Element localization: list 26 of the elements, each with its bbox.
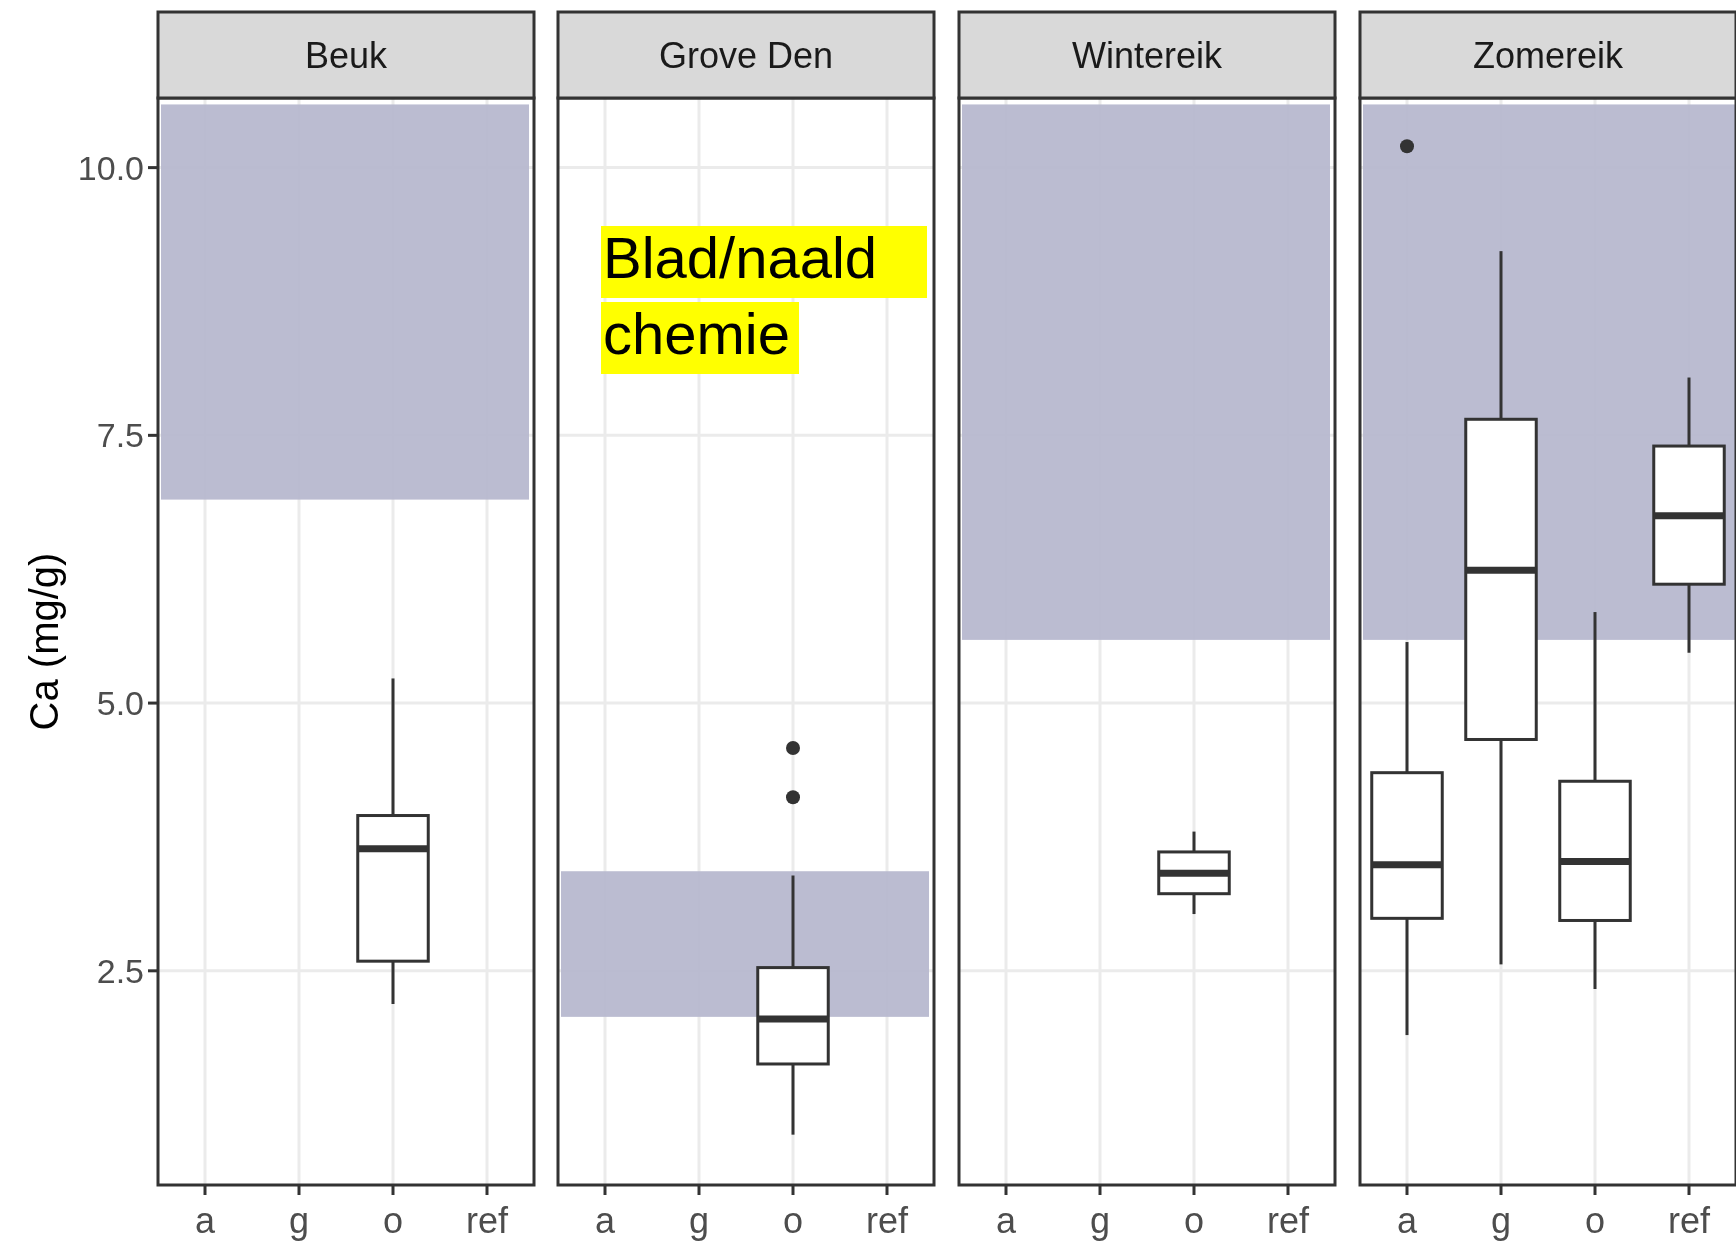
x-tick-label: o	[1584, 1200, 1606, 1241]
chart-title: Beuk	[304, 35, 389, 76]
x-tick-label: ref	[465, 1200, 509, 1241]
x-tick-label: a	[995, 1200, 1017, 1241]
x-tick-label: a	[1396, 1200, 1418, 1241]
chart-title: Grove Den	[658, 35, 834, 76]
chart-title: Zomereik	[1472, 35, 1625, 76]
x-tick-label: ref	[1667, 1200, 1711, 1241]
x-tick-label: ref	[1266, 1200, 1310, 1241]
x-tick-label: ref	[865, 1200, 909, 1241]
x-tick-label: g	[1089, 1200, 1111, 1241]
y-tick-label: 2.5	[96, 951, 144, 990]
x-tick-label: g	[288, 1200, 310, 1241]
y-tick-label: 10.0	[77, 148, 144, 187]
y-tick-label: 5.0	[96, 684, 144, 723]
x-tick-label: o	[382, 1200, 404, 1241]
y-axis-title: Ca (mg/g)	[22, 552, 66, 731]
x-tick-label: a	[594, 1200, 616, 1241]
x-tick-label: o	[1183, 1200, 1205, 1241]
x-tick-label: g	[1490, 1200, 1512, 1241]
x-tick-label: a	[194, 1200, 216, 1241]
chart-title: Wintereik	[1071, 35, 1224, 76]
x-tick-label: o	[782, 1200, 804, 1241]
annotation: Blad/naald chemie	[603, 225, 878, 366]
y-tick-label: 7.5	[96, 416, 144, 455]
x-tick-label: g	[688, 1200, 710, 1241]
